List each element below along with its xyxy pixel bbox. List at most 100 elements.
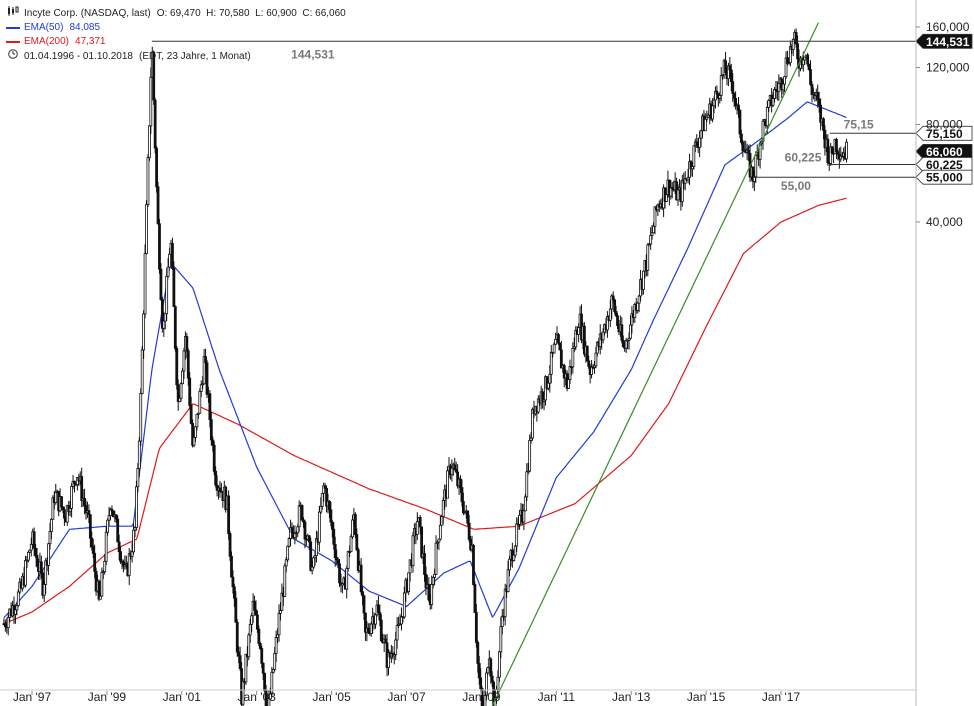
candle-body (377, 604, 380, 613)
candle-body (777, 82, 781, 92)
candle-body (348, 551, 352, 554)
candle-body (489, 658, 493, 677)
candle-body (332, 528, 336, 545)
candle-body (402, 592, 406, 618)
candle-body (253, 601, 256, 611)
candle-body (186, 350, 190, 379)
candle-body (384, 638, 388, 644)
candle-body (88, 514, 92, 539)
candle-body (738, 109, 742, 135)
price-tag-label-low: 55,000 (926, 171, 963, 185)
candle-body (338, 563, 341, 584)
candle-body (93, 552, 97, 572)
candle-body (646, 244, 650, 271)
candle-body (420, 526, 424, 558)
candle-body (258, 643, 262, 649)
candle-body (479, 677, 483, 689)
candle-body (132, 529, 135, 553)
candle-body (503, 588, 507, 618)
candle-body (173, 306, 177, 349)
candle-body (460, 487, 464, 502)
candle-body (307, 535, 311, 543)
candle-body (24, 560, 27, 586)
candle-body (133, 526, 137, 531)
candle-body (231, 576, 235, 588)
candle-body (817, 99, 821, 106)
candle-body (531, 408, 534, 439)
candle-body (146, 157, 150, 205)
candle-body (130, 551, 134, 557)
candle-body (296, 526, 300, 534)
candlestick-icon (6, 6, 20, 21)
candle-body (546, 382, 550, 389)
y-tick-label: 120,000 (926, 60, 970, 74)
candle-body (830, 146, 834, 154)
candle-body (70, 485, 74, 509)
candle-body (228, 533, 232, 557)
legend-ema50-row[interactable]: EMA(50) 84,085 (6, 21, 346, 35)
candle-body (284, 559, 288, 567)
candle-body (585, 345, 589, 362)
legend-title-row: Incyte Corp. (NASDAQ, last) O: 69,470 H:… (6, 6, 346, 21)
candle-body (73, 480, 76, 485)
candle-body (761, 120, 765, 142)
candle-body (168, 253, 171, 268)
chart-legend: Incyte Corp. (NASDAQ, last) O: 69,470 H:… (6, 6, 346, 64)
candle-body (652, 225, 655, 234)
candle-body (97, 580, 101, 600)
candle-body (499, 626, 503, 653)
candle-body (297, 505, 301, 528)
legend-range: 01.04.1996 - 01.10.2018 (24, 50, 133, 62)
candle-body (244, 653, 248, 683)
ema200-line (3, 197, 847, 625)
candle-body (346, 551, 350, 569)
candle-body (835, 138, 838, 153)
candle-body (440, 516, 444, 526)
candle-body (257, 628, 261, 644)
candle-body (387, 652, 390, 668)
x-tick-label: Jan '05 (312, 690, 351, 704)
candle-body (181, 370, 184, 385)
trendline-path[interactable] (483, 22, 819, 706)
candle-body (594, 352, 598, 367)
candle-body (237, 651, 241, 657)
candle-body (431, 577, 435, 585)
candle-body (806, 54, 810, 65)
price-tag-label-support: 60,225 (926, 158, 963, 172)
candle-body (803, 56, 807, 61)
candle-body (476, 641, 480, 664)
trendline[interactable] (483, 22, 819, 706)
candle-body (737, 104, 740, 111)
candle-body (147, 125, 151, 159)
x-tick-label: Jan '03 (238, 690, 277, 704)
candle-body (446, 470, 449, 499)
candle-body (196, 412, 200, 415)
candle-body (198, 391, 202, 414)
candle-body (369, 623, 373, 634)
candle-body (135, 486, 138, 528)
horizontal-levels[interactable]: 144,531144,53175,1575,15066,06060,22560,… (151, 33, 973, 193)
candle-body (162, 320, 166, 329)
candle-body (48, 531, 52, 545)
candle-body (290, 527, 294, 533)
candle-body (276, 634, 279, 638)
price-tag-last (915, 144, 973, 159)
candle-body (199, 384, 203, 392)
candle-body (430, 583, 434, 605)
candle-body (379, 619, 383, 642)
candle-body (142, 313, 146, 351)
candle-body (783, 76, 787, 85)
candle-body (437, 538, 441, 543)
candle-body (90, 537, 94, 548)
legend-title: Incyte Corp. (NASDAQ, last) (24, 7, 151, 19)
candle-body (26, 551, 30, 561)
candle-body (568, 366, 572, 381)
legend-ema200-row[interactable]: EMA(200) 47,371 (6, 35, 346, 49)
candle-body (459, 478, 462, 488)
candle-body (107, 515, 111, 521)
candle-body (211, 439, 215, 446)
candle-body (205, 362, 209, 395)
x-tick-label: Jan '01 (163, 690, 202, 704)
candle-body (636, 302, 640, 311)
